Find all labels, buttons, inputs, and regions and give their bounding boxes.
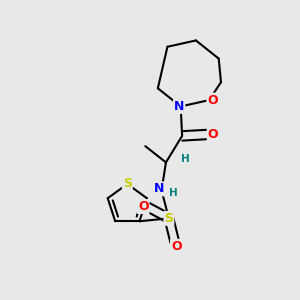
Text: H: H — [181, 154, 190, 164]
Text: O: O — [138, 200, 148, 213]
Text: S: S — [164, 212, 173, 225]
Text: H: H — [169, 188, 178, 198]
Text: S: S — [123, 178, 132, 190]
Text: N: N — [153, 182, 164, 195]
Text: N: N — [174, 100, 184, 113]
Text: O: O — [171, 240, 181, 253]
Text: O: O — [208, 128, 218, 141]
Text: O: O — [207, 94, 218, 106]
